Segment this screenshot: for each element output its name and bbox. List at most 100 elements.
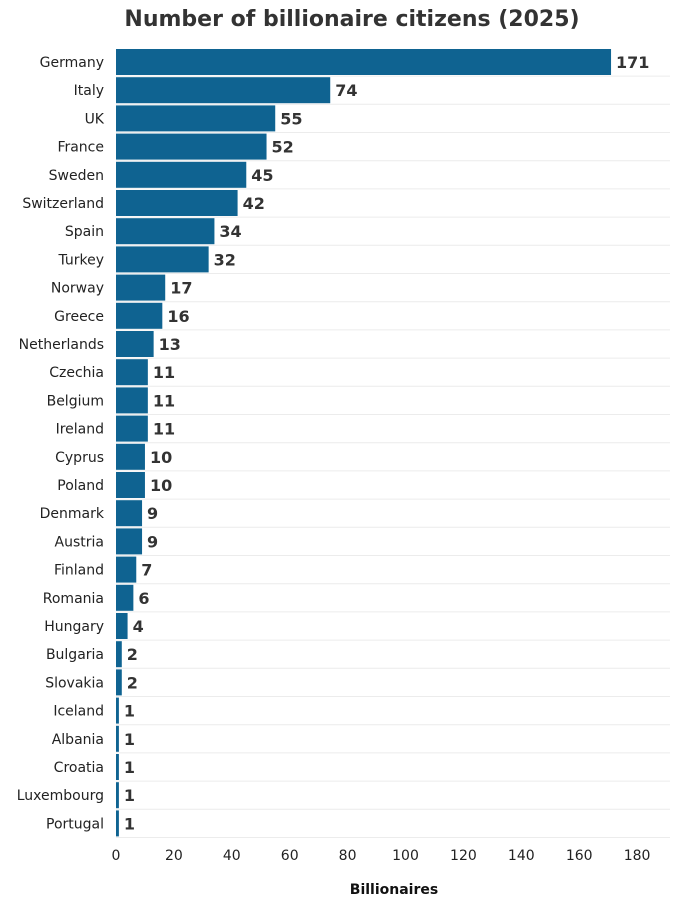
bar bbox=[116, 77, 331, 104]
bar bbox=[116, 754, 119, 780]
value-label: 9 bbox=[147, 504, 158, 523]
value-label: 11 bbox=[153, 363, 175, 382]
value-label: 74 bbox=[335, 81, 357, 100]
category-label: Netherlands bbox=[19, 337, 104, 353]
category-label: Croatia bbox=[54, 760, 104, 776]
value-label: 11 bbox=[153, 420, 175, 439]
value-label: 13 bbox=[159, 335, 181, 354]
category-label: Hungary bbox=[44, 619, 104, 635]
x-tick-label: 160 bbox=[566, 848, 593, 864]
bars bbox=[116, 49, 612, 837]
bar bbox=[116, 359, 148, 386]
value-label: 7 bbox=[141, 561, 152, 580]
category-label: Spain bbox=[65, 224, 104, 240]
value-label: 45 bbox=[251, 166, 273, 185]
category-label: Luxembourg bbox=[17, 788, 104, 804]
value-label: 42 bbox=[243, 194, 265, 213]
bar bbox=[116, 782, 119, 809]
category-label: Bulgaria bbox=[46, 647, 104, 663]
x-tick-label: 60 bbox=[281, 848, 299, 864]
category-label: Albania bbox=[52, 732, 104, 748]
bar bbox=[116, 246, 209, 273]
category-label: Slovakia bbox=[45, 675, 104, 691]
value-label: 4 bbox=[133, 617, 144, 636]
value-label: 10 bbox=[150, 476, 172, 495]
category-label: Czechia bbox=[49, 365, 104, 381]
bar bbox=[116, 415, 148, 442]
chart-title: Number of billionaire citizens (2025) bbox=[124, 7, 579, 32]
value-label: 52 bbox=[272, 138, 294, 157]
value-label: 2 bbox=[127, 673, 138, 692]
value-label: 17 bbox=[170, 279, 192, 298]
bar bbox=[116, 443, 145, 470]
category-label: Romania bbox=[43, 591, 104, 607]
value-label: 55 bbox=[280, 109, 302, 128]
category-label: Finland bbox=[54, 563, 104, 579]
category-label: Italy bbox=[74, 83, 104, 99]
value-label: 1 bbox=[124, 814, 135, 833]
category-label: Belgium bbox=[47, 393, 104, 409]
bar bbox=[116, 133, 267, 160]
value-label: 1 bbox=[124, 758, 135, 777]
category-label: Poland bbox=[57, 478, 104, 494]
value-label: 1 bbox=[124, 702, 135, 721]
bar bbox=[116, 613, 128, 639]
x-tick-label: 140 bbox=[508, 848, 535, 864]
bar bbox=[116, 274, 166, 301]
category-label: Greece bbox=[54, 309, 104, 325]
x-tick-label: 0 bbox=[112, 848, 121, 864]
x-tick-label: 100 bbox=[392, 848, 419, 864]
value-label: 10 bbox=[150, 448, 172, 467]
bar bbox=[116, 190, 238, 216]
category-label: Turkey bbox=[57, 252, 104, 268]
category-label: Iceland bbox=[53, 704, 104, 720]
bar bbox=[116, 669, 122, 696]
category-label: UK bbox=[85, 111, 105, 127]
category-label: Denmark bbox=[40, 506, 105, 522]
value-label: 1 bbox=[124, 730, 135, 749]
value-label: 9 bbox=[147, 532, 158, 551]
x-tick-label: 20 bbox=[165, 848, 183, 864]
category-label: Norway bbox=[51, 281, 104, 297]
bar bbox=[116, 49, 612, 75]
bar bbox=[116, 161, 247, 188]
value-labels: 1717455524542343217161311111110109976422… bbox=[124, 53, 650, 833]
category-label: Switzerland bbox=[22, 196, 104, 212]
category-label: Germany bbox=[40, 55, 104, 71]
bar bbox=[116, 500, 143, 527]
category-label: Sweden bbox=[49, 168, 104, 184]
x-tick-label: 80 bbox=[339, 848, 357, 864]
bar bbox=[116, 528, 143, 555]
value-label: 11 bbox=[153, 391, 175, 410]
x-axis-label: Billionaires bbox=[350, 882, 438, 898]
x-tick-label: 180 bbox=[624, 848, 651, 864]
value-label: 32 bbox=[214, 250, 236, 269]
bar bbox=[116, 641, 122, 668]
bar bbox=[116, 584, 134, 611]
value-label: 1 bbox=[124, 786, 135, 805]
bar bbox=[116, 810, 119, 837]
value-label: 2 bbox=[127, 645, 138, 664]
category-label: Austria bbox=[55, 534, 104, 550]
bar bbox=[116, 556, 137, 583]
category-label: Ireland bbox=[56, 422, 104, 438]
bar bbox=[116, 472, 145, 498]
category-labels: Germany Italy UK France Sweden Switzerland Spa… bbox=[17, 55, 105, 832]
bar bbox=[116, 697, 119, 724]
value-label: 6 bbox=[138, 589, 149, 608]
value-label: 16 bbox=[167, 307, 189, 326]
x-tick-label: 40 bbox=[223, 848, 241, 864]
bar bbox=[116, 302, 163, 329]
bar bbox=[116, 387, 148, 414]
bar bbox=[116, 725, 119, 752]
category-label: France bbox=[57, 140, 104, 156]
category-label: Cyprus bbox=[55, 450, 104, 466]
bar bbox=[116, 331, 154, 357]
value-label: 34 bbox=[219, 222, 241, 241]
x-tick-label: 120 bbox=[450, 848, 477, 864]
bar bbox=[116, 218, 215, 245]
category-label: Portugal bbox=[46, 816, 104, 832]
bar bbox=[116, 105, 276, 132]
x-axis-ticks: 0 20 40 60 80 100 120 140 160 180 bbox=[112, 848, 651, 864]
